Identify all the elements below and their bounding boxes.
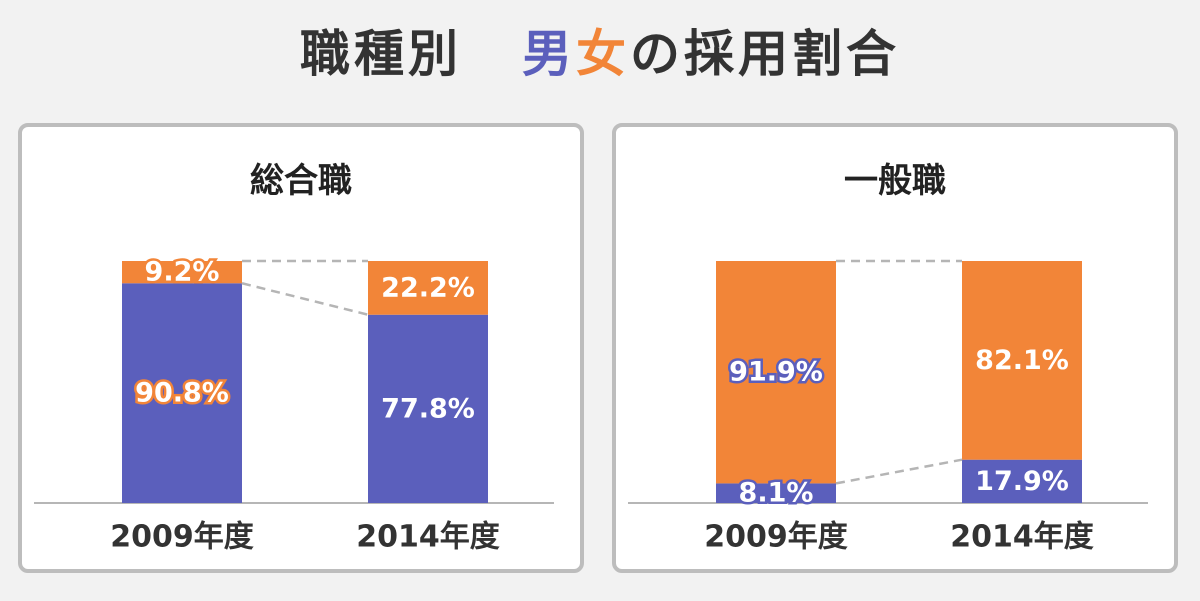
page-title: 職種別 男女の採用割合: [0, 14, 1200, 86]
bar-male: [122, 283, 242, 503]
label-female: 91.9%: [729, 357, 823, 388]
title-suffix: の採用割合: [630, 25, 900, 83]
category-label: 2009年度: [704, 520, 848, 555]
category-label: 2009年度: [110, 520, 254, 555]
title-male: 男: [522, 25, 576, 83]
label-female: 22.2%: [381, 272, 475, 303]
category-label: 2014年度: [356, 520, 500, 555]
bar-female: [716, 261, 836, 484]
chart-svg: 90.8% 9.2% 2009年度 77.8% 22.2% 2014年度: [34, 254, 554, 555]
bar-female: [368, 261, 488, 315]
chart-svg: 8.1% 91.9% 2009年度 17.9% 82.1% 2014年度: [628, 259, 1148, 555]
label-male: 90.8%: [135, 378, 229, 409]
label-male: 8.1%: [739, 478, 814, 509]
bar-male: [962, 459, 1082, 503]
connector-boundary: [241, 282, 369, 316]
label-male: 77.8%: [381, 393, 475, 424]
bar-male: [368, 314, 488, 503]
chart-panel-sogo: 総合職 90.8% 9.2% 2009年度 77.8% 22.2% 2014年度: [18, 123, 584, 573]
label-female: 9.2%: [145, 257, 220, 288]
chart-panel-ippan: 一般職 8.1% 91.9% 2009年度 17.9% 82.1% 2014年度: [612, 123, 1178, 573]
connector-boundary: [835, 458, 963, 485]
bar-female: [962, 261, 1082, 460]
bar-male: [716, 483, 836, 503]
category-label: 2014年度: [950, 520, 1094, 555]
title-female: 女: [576, 25, 630, 83]
title-prefix: 職種別: [300, 25, 462, 83]
label-male: 17.9%: [975, 466, 1069, 497]
bar-female: [122, 261, 242, 284]
label-female: 82.1%: [975, 345, 1069, 376]
chart-title: 総合職: [250, 161, 352, 201]
chart-title: 一般職: [844, 161, 946, 201]
